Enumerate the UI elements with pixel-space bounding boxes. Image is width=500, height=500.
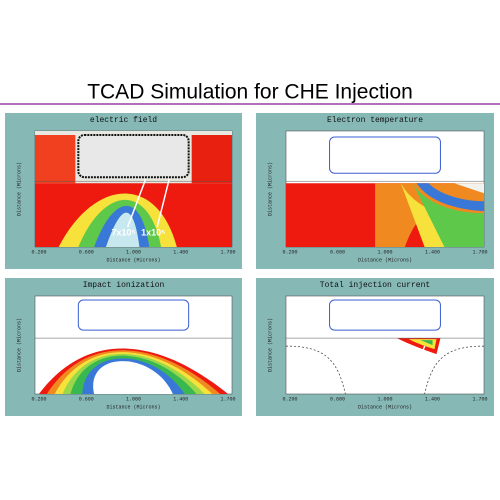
y-axis-label: Distance (Microns) (16, 318, 22, 372)
contour-region (454, 183, 484, 194)
x-tick-label: 1.400 (425, 396, 440, 402)
x-tick-label: 0.200 (282, 249, 297, 255)
x-axis-label: Distance (Microns) (358, 404, 412, 410)
plot-area (285, 295, 485, 395)
simulation-panel: Impact ionization Distance (Microns) Dista… (5, 278, 242, 416)
x-tick-label: 0.200 (282, 396, 297, 402)
x-tick-label: 1.400 (173, 396, 188, 402)
panel-title: Impact ionization (83, 281, 165, 290)
contour-region (412, 183, 484, 247)
x-tick-label: 0.600 (79, 249, 94, 255)
panel-title: electric field (90, 116, 157, 125)
panel-title: Electron temperature (327, 116, 423, 125)
x-axis-label: Distance (Microns) (358, 257, 412, 263)
contour-region (35, 135, 76, 184)
annotation-arrow (412, 345, 426, 375)
panel-title: Total injection current (320, 281, 430, 290)
contour-region (105, 212, 140, 247)
x-tick-label: 1.000 (377, 249, 392, 255)
x-axis-label: Distance (Microns) (106, 257, 160, 263)
simulation-panel: Total injection current Distance (Microns… (256, 278, 494, 416)
contour-region (93, 361, 173, 394)
x-tick-label: 0.600 (330, 249, 345, 255)
annotation-arrow (156, 179, 170, 228)
annotation: 1pA/um (392, 374, 425, 384)
x-tick-label: 1.700 (472, 249, 487, 255)
y-axis-label: Distance (Microns) (267, 162, 273, 216)
x-tick-label: 1.000 (377, 396, 392, 402)
x-tick-label: 0.200 (31, 249, 46, 255)
x-tick-label: 1.000 (126, 396, 141, 402)
x-tick-label: 0.600 (79, 396, 94, 402)
gate (77, 299, 190, 331)
x-axis-label: Distance (Microns) (106, 404, 160, 410)
x-tick-label: 1.700 (220, 249, 235, 255)
x-tick-label: 1.000 (126, 249, 141, 255)
annotation: 7x10⁵ (112, 227, 136, 237)
y-axis-label: Distance (Microns) (16, 162, 22, 216)
x-tick-label: 0.200 (31, 396, 46, 402)
x-tick-label: 0.600 (330, 396, 345, 402)
gate (329, 136, 441, 174)
gate (77, 134, 190, 179)
gate (329, 299, 441, 331)
annotation-arrow (126, 178, 147, 228)
slide-title: TCAD Simulation for CHE Injection (87, 81, 413, 104)
y-axis-label: Distance (Microns) (267, 318, 273, 372)
contour-region (416, 183, 484, 212)
x-tick-label: 1.400 (425, 249, 440, 255)
annotation: 1nA/um (353, 374, 386, 384)
contour-region (420, 340, 433, 346)
simulation-panel: electric field Distance (Microns) Distance… (5, 113, 242, 269)
annotation-arrow (372, 345, 392, 375)
annotation: 1x10⁵ (141, 227, 165, 237)
x-tick-label: 1.700 (220, 396, 235, 402)
x-tick-label: 1.400 (173, 249, 188, 255)
simulation-panel: Electron temperature Distance (Microns) Di… (256, 113, 494, 269)
x-tick-label: 1.700 (472, 396, 487, 402)
contour-region (191, 135, 232, 184)
